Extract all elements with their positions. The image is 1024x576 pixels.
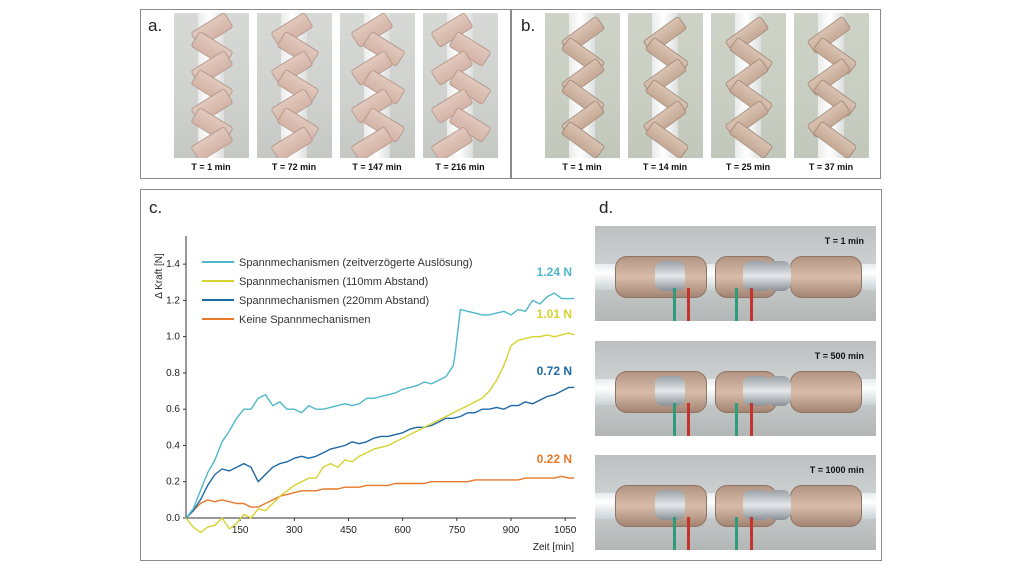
y-tick-label: 0.2 bbox=[166, 477, 180, 488]
foil bbox=[655, 376, 685, 406]
coil bbox=[790, 485, 862, 527]
y-tick-label: 1.4 bbox=[166, 259, 180, 270]
chart-end-labels: 1.24 N 1.01 N 0.72 N 0.22 N bbox=[537, 265, 572, 466]
y-tick-label: 1.2 bbox=[166, 295, 180, 306]
end-value-label: 0.22 N bbox=[537, 452, 572, 466]
time-label: T = 1 min bbox=[191, 162, 231, 172]
foil bbox=[655, 490, 685, 520]
y-tick-label: 0.0 bbox=[166, 513, 180, 524]
wire bbox=[673, 517, 676, 550]
y-axis-label: Δ Kraft [N] bbox=[154, 253, 165, 299]
panel-d-photo: T = 1 min bbox=[595, 226, 876, 321]
chart-series bbox=[185, 292, 575, 534]
panel-d-photo: T = 500 min bbox=[595, 341, 876, 436]
time-label: T = 500 min bbox=[814, 351, 864, 361]
force-chart: 0.0 0.2 0.4 0.6 0.8 1.0 1.2 1.4 150 300 450 600 750 9… bbox=[154, 236, 577, 553]
wire bbox=[735, 288, 738, 321]
legend-entry: Spannmechanismen (zeitverzögerte Auslösu… bbox=[239, 257, 473, 269]
legend-entry: Keine Spannmechanismen bbox=[239, 314, 370, 326]
panel-c-letter: c. bbox=[149, 198, 163, 217]
legend-entry: Spannmechanismen (110mm Abstand) bbox=[239, 276, 428, 288]
series-line bbox=[185, 386, 575, 519]
panel-d-letter: d. bbox=[599, 198, 614, 217]
foil bbox=[743, 490, 771, 520]
foil bbox=[655, 261, 685, 291]
y-tick-label: 1.0 bbox=[166, 332, 180, 343]
time-label: T = 37 min bbox=[808, 162, 854, 172]
foil bbox=[743, 376, 771, 406]
x-tick-label: 450 bbox=[340, 525, 357, 536]
foil bbox=[743, 261, 771, 291]
wire bbox=[735, 403, 738, 436]
x-tick-label: 900 bbox=[503, 525, 520, 536]
time-label: T = 1 min bbox=[824, 236, 864, 246]
wire bbox=[750, 288, 753, 321]
panel-a-letter: a. bbox=[148, 16, 163, 35]
wire bbox=[687, 288, 690, 321]
x-tick-label: 150 bbox=[232, 525, 249, 536]
wire bbox=[687, 403, 690, 436]
foil bbox=[767, 490, 791, 520]
x-tick-label: 600 bbox=[394, 525, 411, 536]
x-tick-label: 300 bbox=[286, 525, 303, 536]
time-label: T = 216 min bbox=[435, 162, 485, 172]
chart-legend: Spannmechanismen (zeitverzögerte Auslösu… bbox=[202, 257, 473, 326]
foil bbox=[767, 261, 791, 291]
panel-b-photo bbox=[628, 13, 703, 158]
chart-axes: 0.0 0.2 0.4 0.6 0.8 1.0 1.2 1.4 150 300 450 600 750 9… bbox=[154, 236, 577, 553]
panel-b-photo bbox=[711, 13, 786, 158]
coil bbox=[790, 256, 862, 298]
y-tick-label: 0.8 bbox=[166, 368, 180, 379]
x-tick-label: 1050 bbox=[554, 525, 577, 536]
x-tick-label: 750 bbox=[448, 525, 465, 536]
y-tick-label: 0.4 bbox=[166, 440, 180, 451]
panel-a-photo bbox=[174, 13, 249, 158]
foil bbox=[767, 376, 791, 406]
panel-a-photo bbox=[257, 13, 332, 158]
panel-d-photo: T = 1000 min bbox=[595, 455, 876, 550]
wire bbox=[687, 517, 690, 550]
end-value-label: 1.24 N bbox=[537, 265, 572, 279]
end-value-label: 0.72 N bbox=[537, 364, 572, 378]
series-line bbox=[185, 292, 575, 519]
time-label: T = 72 min bbox=[271, 162, 317, 172]
panel-a-photo bbox=[423, 13, 498, 158]
time-label: T = 1 min bbox=[562, 162, 602, 172]
x-axis-label: Zeit [min] bbox=[533, 542, 574, 553]
wire bbox=[735, 517, 738, 550]
panel-a-photo bbox=[340, 13, 415, 158]
wire bbox=[673, 288, 676, 321]
panel-b-photo bbox=[794, 13, 869, 158]
time-label: T = 25 min bbox=[725, 162, 771, 172]
series-line bbox=[185, 332, 575, 534]
panel-b-letter: b. bbox=[521, 16, 536, 35]
legend-entry: Spannmechanismen (220mm Abstand) bbox=[239, 295, 429, 307]
wire bbox=[750, 517, 753, 550]
time-label: T = 147 min bbox=[352, 162, 402, 172]
panel-b-photo bbox=[545, 13, 620, 158]
time-label: T = 14 min bbox=[642, 162, 688, 172]
coil bbox=[790, 371, 862, 413]
wire bbox=[673, 403, 676, 436]
series-line bbox=[185, 475, 575, 519]
time-label: T = 1000 min bbox=[809, 465, 864, 475]
y-tick-label: 0.6 bbox=[166, 404, 180, 415]
wire bbox=[750, 403, 753, 436]
end-value-label: 1.01 N bbox=[537, 307, 572, 321]
